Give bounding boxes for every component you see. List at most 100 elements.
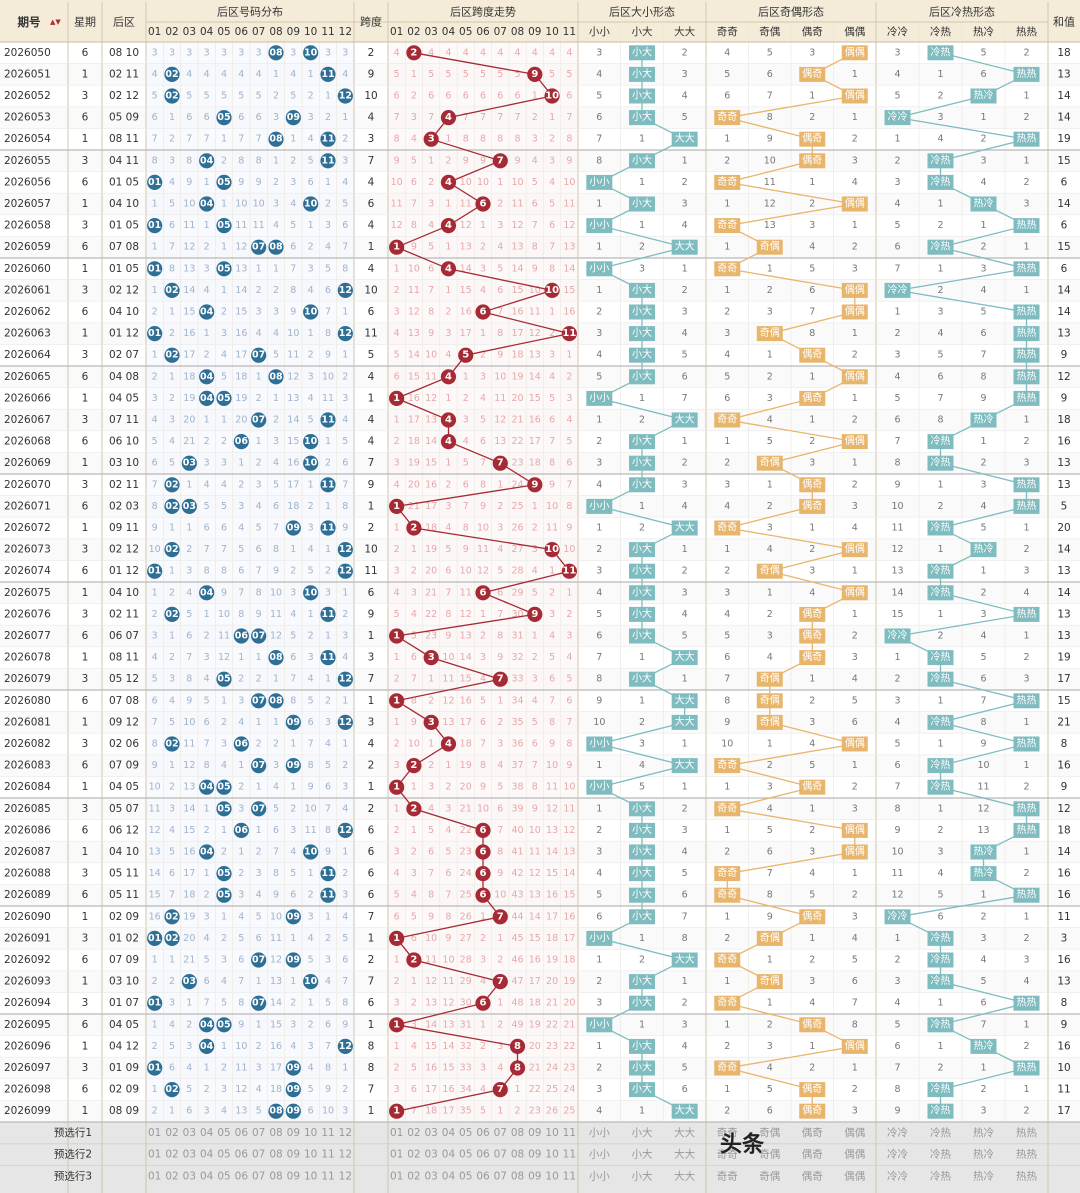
preselect-span[interactable]: 10: [545, 1149, 558, 1161]
number-ball[interactable]: [147, 563, 163, 579]
number-ball[interactable]: [164, 88, 180, 104]
table-row[interactable]: 2026084 1 04 05 1 910 2 13 2 1 4 1 9 6 3 1 3 2 20 9 5 38 8 11 1…: [4, 781, 1067, 793]
number-ball[interactable]: [164, 736, 180, 752]
number-ball[interactable]: [303, 434, 319, 450]
preselect-number[interactable]: 02: [165, 1149, 178, 1161]
number-ball[interactable]: [285, 520, 301, 536]
preselect-odd-even[interactable]: 偶偶: [844, 1170, 865, 1183]
preselect-big-small[interactable]: 小大: [632, 1148, 653, 1161]
preselect-number[interactable]: 09: [287, 1171, 300, 1183]
span-ball[interactable]: [509, 1060, 526, 1076]
preselect-odd-even[interactable]: 偶奇: [802, 1148, 823, 1161]
number-ball[interactable]: [164, 66, 180, 82]
number-ball[interactable]: [268, 650, 284, 666]
span-ball[interactable]: [389, 930, 405, 947]
preselect-number[interactable]: 10: [304, 1171, 317, 1183]
table-row[interactable]: 2026056 6 01 05 4 64 9 1 9 9 2 3 6 1 4 10 6 2 10 10 1 10 5 4 10…: [4, 176, 1068, 188]
preselect-odd-even[interactable]: 奇奇: [717, 1148, 738, 1161]
number-ball[interactable]: [181, 974, 197, 990]
number-ball[interactable]: [337, 671, 353, 687]
number-ball[interactable]: [320, 650, 336, 666]
preselect-span[interactable]: 03: [424, 1149, 437, 1161]
number-ball[interactable]: [268, 693, 284, 709]
preselect-number[interactable]: 09: [287, 1149, 300, 1161]
preselect-span[interactable]: 08: [511, 1127, 524, 1139]
span-ball[interactable]: [475, 585, 491, 601]
table-row[interactable]: 2026069 1 03 10 7 136 5 3 3 1 2 4 16 2 6 3 19 15 1 5 7 23 18 8…: [4, 457, 1071, 469]
span-ball[interactable]: [458, 347, 474, 363]
table-row[interactable]: 2026058 3 01 05 4 66 11 1 11 11 4 5 1 3 6 12 8 4 12 1 3 12 7 6…: [4, 220, 1068, 232]
preselect-number[interactable]: 10: [304, 1127, 317, 1139]
preselect-number[interactable]: 03: [183, 1149, 196, 1161]
preselect-span[interactable]: 02: [407, 1171, 420, 1183]
span-ball[interactable]: [475, 887, 491, 903]
header-issue[interactable]: 期号: [18, 15, 41, 29]
span-ball[interactable]: [440, 736, 457, 752]
number-ball[interactable]: [251, 239, 267, 255]
number-ball[interactable]: [216, 779, 232, 795]
number-ball[interactable]: [216, 887, 232, 903]
preselect-row[interactable]: 预选行3 01 02 03 04 05 06 07 08 09 10 11 12 01 02 03 04 05 06…: [54, 1170, 1038, 1183]
span-ball[interactable]: [389, 628, 405, 644]
table-row[interactable]: 2026051 1 02 11 9 134 4 4 4 4 4 1 4 1 4 5 1 5 5 5 5 5 5 5 5 4 3 5 6…: [4, 68, 1071, 80]
preselect-span[interactable]: 09: [528, 1127, 541, 1139]
preselect-cold-hot[interactable]: 热热: [1016, 1126, 1038, 1139]
span-ball[interactable]: [406, 952, 422, 968]
span-ball[interactable]: [440, 261, 457, 277]
number-ball[interactable]: [199, 585, 215, 601]
preselect-odd-even[interactable]: 奇奇: [717, 1170, 738, 1183]
preselect-span[interactable]: 11: [563, 1171, 576, 1183]
table-row[interactable]: 2026050 6 08 10 2 183 3 3 3 3 3 3 3 3 3 4 4 4 4 4 4 4 4 4 4 3 2 4 5…: [4, 47, 1071, 59]
span-ball[interactable]: [423, 650, 439, 666]
table-row[interactable]: 2026078 1 08 11 3 194 2 7 3 12 1 1 6 3 4 1 6 10 14 3 9 32 2 5 4…: [4, 652, 1071, 664]
preselect-span[interactable]: 04: [442, 1127, 456, 1139]
span-ball[interactable]: [475, 196, 491, 212]
preselect-number[interactable]: 07: [252, 1171, 265, 1183]
preselect-number[interactable]: 06: [235, 1149, 249, 1161]
preselect-number[interactable]: 11: [321, 1127, 334, 1139]
sort-icon[interactable]: ▲▼: [50, 18, 61, 26]
number-ball[interactable]: [285, 1082, 301, 1098]
span-ball[interactable]: [389, 693, 405, 709]
table-row[interactable]: 2026070 3 02 11 9 137 1 4 4 2 3 5 17 1 7 4 20 16 2 6 8 1 24 9 7…: [4, 479, 1071, 491]
span-ball[interactable]: [423, 714, 439, 731]
preselect-number[interactable]: 07: [252, 1149, 265, 1161]
preselect-odd-even[interactable]: 偶偶: [844, 1148, 865, 1161]
span-ball[interactable]: [389, 390, 405, 406]
number-ball[interactable]: [147, 1060, 163, 1076]
number-ball[interactable]: [164, 606, 180, 623]
number-ball[interactable]: [337, 563, 353, 579]
number-ball[interactable]: [337, 822, 353, 839]
number-ball[interactable]: [251, 628, 267, 644]
span-ball[interactable]: [492, 974, 508, 990]
number-ball[interactable]: [337, 88, 353, 104]
preselect-big-small[interactable]: 小小: [589, 1149, 610, 1161]
number-ball[interactable]: [216, 801, 232, 817]
table-row[interactable]: 2026095 6 04 05 1 91 4 2 9 1 15 3 2 6 9 3 14 13 31 1 2 49 19 2…: [4, 1019, 1067, 1031]
preselect-cold-hot[interactable]: 热冷: [973, 1148, 994, 1161]
preselect-span[interactable]: 07: [494, 1171, 507, 1183]
number-ball[interactable]: [199, 779, 215, 795]
preselect-odd-even[interactable]: 奇奇: [717, 1126, 738, 1139]
preselect-number[interactable]: 09: [287, 1127, 300, 1139]
span-ball[interactable]: [440, 218, 457, 234]
number-ball[interactable]: [199, 304, 215, 320]
preselect-odd-even[interactable]: 奇偶: [759, 1148, 780, 1161]
preselect-number[interactable]: 05: [217, 1171, 230, 1183]
preselect-number[interactable]: 04: [200, 1127, 214, 1139]
span-ball[interactable]: [527, 66, 543, 82]
span-ball[interactable]: [389, 239, 405, 255]
table-row[interactable]: 2026060 1 01 05 4 68 13 3 13 1 1 7 3 5 8 1 10 6 14 3 5 14 9 8 1…: [4, 263, 1068, 275]
number-ball[interactable]: [164, 1082, 180, 1098]
preselect-span[interactable]: 07: [494, 1127, 507, 1139]
preselect-span[interactable]: 04: [442, 1171, 456, 1183]
preselect-span[interactable]: 02: [407, 1149, 420, 1161]
preselect-cold-hot[interactable]: 冷热: [930, 1170, 951, 1183]
number-ball[interactable]: [216, 390, 232, 406]
number-ball[interactable]: [147, 995, 163, 1011]
number-ball[interactable]: [164, 282, 180, 298]
table-row[interactable]: 2026063 1 01 12 11 132 16 1 3 16 4 4 10 1 8 4 13 9 3 17 1 8 1…: [4, 328, 1071, 340]
preselect-number[interactable]: 10: [304, 1149, 317, 1161]
number-ball[interactable]: [199, 844, 215, 860]
